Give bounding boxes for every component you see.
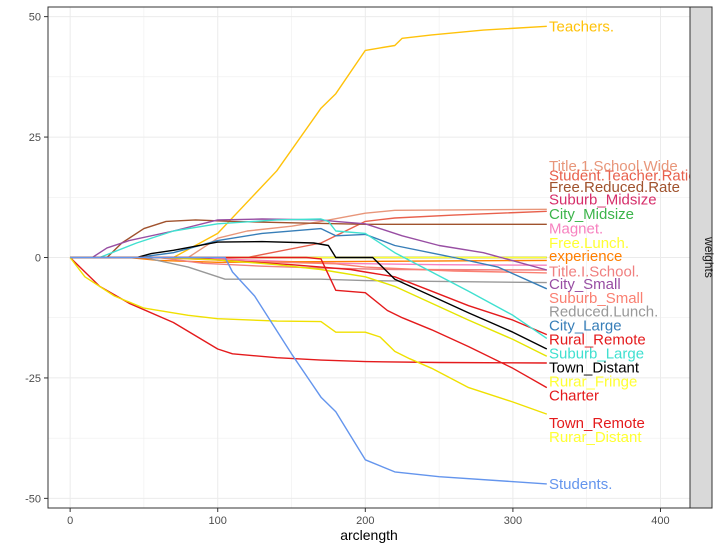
series-lines bbox=[69, 25, 548, 485]
end-label: Town_Distant bbox=[549, 359, 640, 376]
y-tick-label: 25 bbox=[29, 132, 41, 144]
facet-strip-label: weights bbox=[702, 236, 716, 278]
series-line-suburb-large bbox=[70, 218, 548, 339]
end-label: Free.Lunch. bbox=[549, 235, 629, 252]
series-line-rural-fringe bbox=[70, 256, 548, 357]
y-tick-label: -25 bbox=[25, 373, 41, 385]
end-label: Student.Teacher.Ratio bbox=[549, 168, 697, 185]
series-line-students bbox=[70, 256, 547, 485]
y-tick-label: 0 bbox=[35, 253, 41, 265]
end-label: City_Small bbox=[549, 276, 621, 293]
x-tick-label: 400 bbox=[651, 515, 669, 527]
series-line-free-reduced-rate bbox=[70, 219, 547, 259]
end-label: Rural_Remote bbox=[549, 331, 646, 348]
end-label: Magnet. bbox=[549, 221, 603, 238]
y-tick-label: -50 bbox=[25, 493, 41, 505]
x-tick-label: 0 bbox=[67, 515, 73, 527]
series-line-rurar-distant bbox=[69, 257, 548, 415]
end-label: Free.Reduced.Rate bbox=[549, 179, 680, 196]
end-label: Students. bbox=[549, 476, 612, 493]
x-tick-label: 100 bbox=[209, 515, 227, 527]
end-label: Town_Remote bbox=[549, 415, 645, 432]
facet-strip-background bbox=[689, 6, 713, 509]
end-label: Title.I.School. bbox=[549, 263, 639, 280]
end-label: Rurar_Fringe bbox=[549, 373, 637, 390]
end-label: Rurar_Distant bbox=[549, 429, 642, 446]
series-line-teachers bbox=[70, 25, 547, 259]
series-line-title-1-school-wide bbox=[70, 208, 547, 259]
end-labels: Teachers. Title.1.School.WideStudent.Teac… bbox=[549, 18, 697, 493]
end-label: Suburb_Midsize bbox=[549, 192, 657, 209]
end-label: Teachers. bbox=[549, 18, 614, 35]
end-label: Charter bbox=[549, 387, 599, 404]
x-tick-label: 300 bbox=[504, 515, 522, 527]
end-label: Suburb_Small bbox=[549, 290, 643, 307]
series-line-town-distant bbox=[70, 240, 548, 350]
series-line-charter bbox=[70, 256, 548, 389]
end-label: Reduced.Lunch. bbox=[549, 303, 658, 320]
axes: -50 -25 0 25 50 0 100 200 300 400 bbox=[25, 12, 670, 527]
facet-strip: weights bbox=[689, 6, 716, 509]
end-label: City_Midsize bbox=[549, 206, 634, 223]
y-tick-label: 50 bbox=[29, 12, 41, 24]
x-tick-label: 200 bbox=[356, 515, 374, 527]
series-line-city-large bbox=[70, 227, 548, 290]
end-label: experience bbox=[549, 248, 622, 265]
end-label: City_Large bbox=[549, 317, 622, 334]
end-label: Suburb_Large bbox=[549, 345, 644, 362]
end-label: Title.1.School.Wide bbox=[549, 158, 678, 175]
x-axis-title: arclength bbox=[340, 527, 398, 543]
